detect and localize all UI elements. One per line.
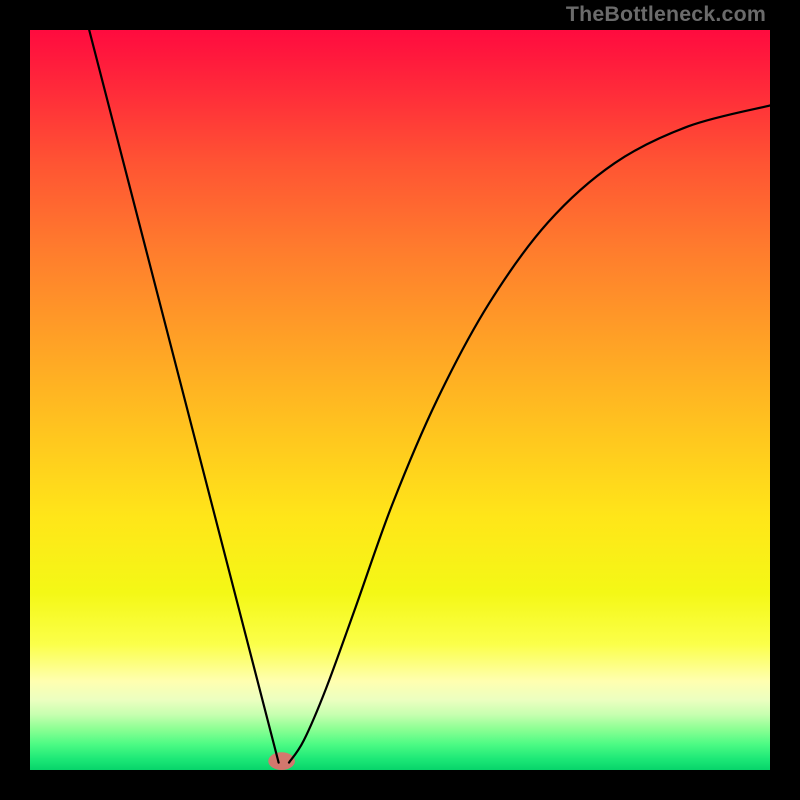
plot-svg bbox=[30, 30, 770, 770]
watermark-text: TheBottleneck.com bbox=[566, 2, 766, 27]
plot-area bbox=[30, 30, 770, 770]
chart-frame: TheBottleneck.com bbox=[0, 0, 800, 800]
gradient-background bbox=[30, 30, 770, 770]
